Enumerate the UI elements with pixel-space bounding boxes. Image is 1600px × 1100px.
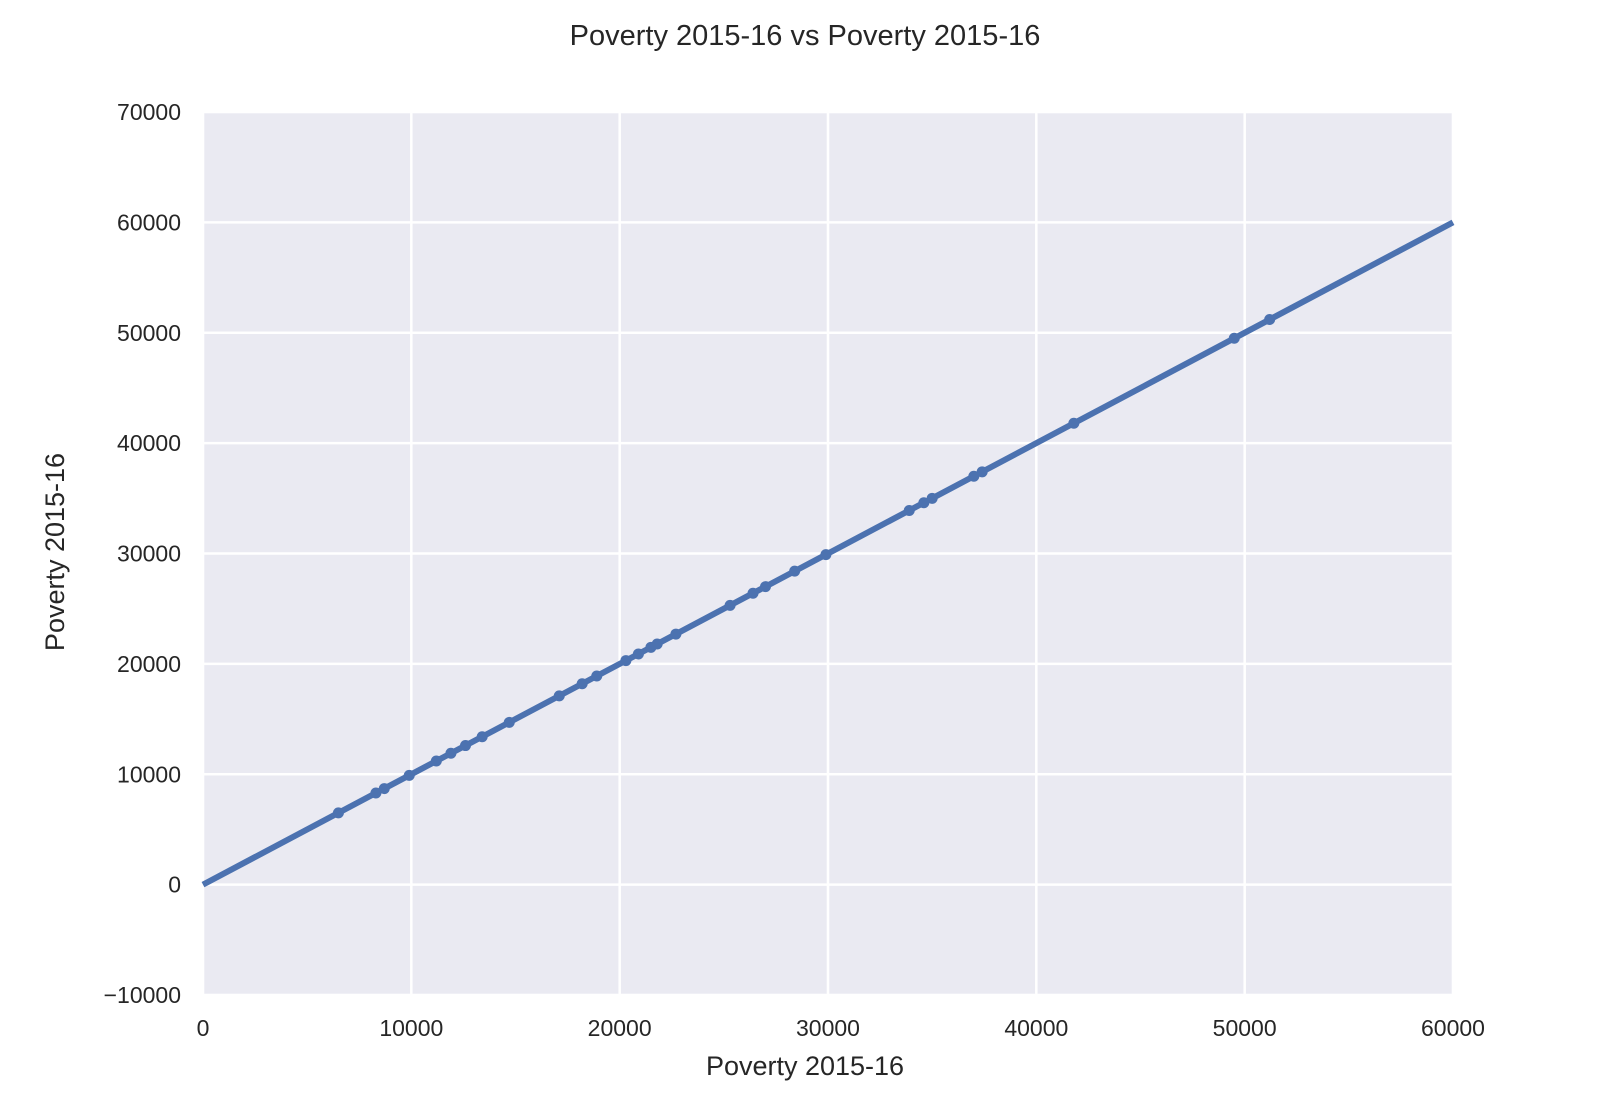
x-axis-title: Poverty 2015-16 xyxy=(706,1051,904,1081)
data-point xyxy=(968,470,980,482)
x-tick-label: 30000 xyxy=(796,1015,860,1041)
y-tick-label: 0 xyxy=(168,872,181,898)
data-point xyxy=(620,655,632,667)
y-tick-label: −10000 xyxy=(104,982,181,1008)
data-point xyxy=(591,670,603,682)
data-point xyxy=(370,787,382,799)
y-axis-ticks: −10000 0 10000 20000 30000 40000 50000 60000 700… xyxy=(104,99,181,1008)
data-points xyxy=(332,314,1276,819)
data-point xyxy=(632,648,644,660)
x-tick-label: 10000 xyxy=(379,1015,443,1041)
y-tick-label: 30000 xyxy=(117,541,181,567)
x-tick-label: 0 xyxy=(197,1015,210,1041)
data-point xyxy=(724,599,736,611)
data-point xyxy=(760,581,771,593)
data-point xyxy=(1068,417,1080,429)
data-point xyxy=(430,755,442,767)
data-point xyxy=(503,716,515,728)
data-point xyxy=(651,638,663,650)
data-point xyxy=(789,565,801,577)
data-point xyxy=(378,783,390,795)
x-tick-label: 60000 xyxy=(1421,1015,1485,1041)
chart-title: Poverty 2015-16 vs Poverty 2015-16 xyxy=(570,20,1041,52)
data-point xyxy=(1228,332,1240,344)
y-tick-label: 60000 xyxy=(117,209,181,235)
grid xyxy=(201,110,1455,997)
data-point xyxy=(747,587,759,599)
x-tick-label: 40000 xyxy=(1004,1015,1068,1041)
data-point xyxy=(553,690,565,702)
data-point xyxy=(460,740,471,752)
data-point xyxy=(476,731,488,743)
x-tick-label: 20000 xyxy=(588,1015,652,1041)
data-point xyxy=(576,678,588,690)
y-tick-label: 20000 xyxy=(117,651,181,677)
data-point xyxy=(903,504,915,516)
x-tick-label: 50000 xyxy=(1213,1015,1277,1041)
data-point xyxy=(926,492,938,504)
y-tick-label: 70000 xyxy=(117,99,181,125)
y-axis-title: Poverty 2015-16 xyxy=(40,453,70,651)
y-tick-label: 40000 xyxy=(117,430,181,456)
data-point xyxy=(670,628,682,640)
data-point xyxy=(332,807,344,819)
data-point xyxy=(820,549,832,561)
data-point xyxy=(976,466,988,478)
y-tick-label: 10000 xyxy=(117,761,181,787)
y-tick-label: 50000 xyxy=(117,320,181,346)
x-axis-ticks: 0 10000 20000 30000 40000 50000 60000 xyxy=(197,1015,1485,1041)
data-point xyxy=(403,769,415,781)
data-point xyxy=(1264,314,1276,326)
data-point xyxy=(918,497,930,509)
data-point xyxy=(445,747,457,759)
